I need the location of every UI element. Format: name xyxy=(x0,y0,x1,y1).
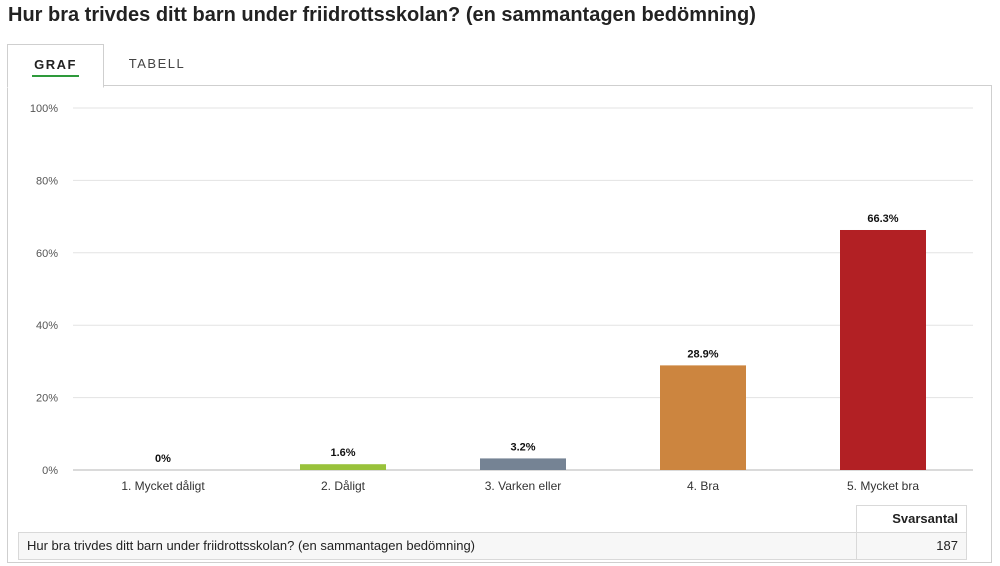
x-tick-label: 5. Mycket bra xyxy=(847,479,919,493)
page-title: Hur bra trivdes ditt barn under friidrot… xyxy=(8,4,756,26)
data-label: 66.3% xyxy=(867,213,898,225)
bar xyxy=(660,365,746,470)
bar xyxy=(840,229,926,470)
column-header-svarsantal: Svarsantal xyxy=(856,505,967,533)
chart-panel: 0% 20% 40% 60% 80% 100% 0% 1. Mycket dåligt 1.6%… xyxy=(7,85,992,563)
tab-tabell-label: TABELL xyxy=(128,56,186,71)
table-header-empty xyxy=(19,506,857,533)
bar xyxy=(300,464,386,470)
x-tick-label: 1. Mycket dåligt xyxy=(121,479,205,493)
tab-tabell[interactable]: TABELL xyxy=(107,44,207,85)
y-tick-label: 0% xyxy=(42,465,58,477)
bar-chart: 0% 20% 40% 60% 80% 100% 0% 1. Mycket dåligt 1.6%… xyxy=(30,103,973,493)
bar xyxy=(480,458,566,470)
x-tick-label: 2. Dåligt xyxy=(321,479,366,493)
y-tick-label: 60% xyxy=(36,248,58,260)
active-tab-indicator xyxy=(32,75,79,77)
tab-graf-label: GRAF xyxy=(34,57,77,72)
response-count-cell: 187 xyxy=(856,531,967,560)
y-tick-label: 100% xyxy=(30,103,58,115)
data-label: 28.9% xyxy=(687,348,718,360)
response-count-table: Svarsantal Hur bra trivdes ditt barn und… xyxy=(18,505,967,560)
question-cell: Hur bra trivdes ditt barn under friidrot… xyxy=(18,531,857,560)
data-label: 1.6% xyxy=(330,447,355,459)
y-tick-label: 20% xyxy=(36,393,58,405)
data-label: 0% xyxy=(155,453,171,465)
x-tick-label: 3. Varken eller xyxy=(485,479,561,493)
data-label: 3.2% xyxy=(510,441,535,453)
x-tick-label: 4. Bra xyxy=(687,479,719,493)
table-header-row: Svarsantal xyxy=(19,505,967,533)
table-row: Hur bra trivdes ditt barn under friidrot… xyxy=(18,531,967,560)
tab-graf[interactable]: GRAF xyxy=(7,44,104,88)
y-tick-label: 40% xyxy=(36,320,58,332)
y-tick-label: 80% xyxy=(36,175,58,187)
